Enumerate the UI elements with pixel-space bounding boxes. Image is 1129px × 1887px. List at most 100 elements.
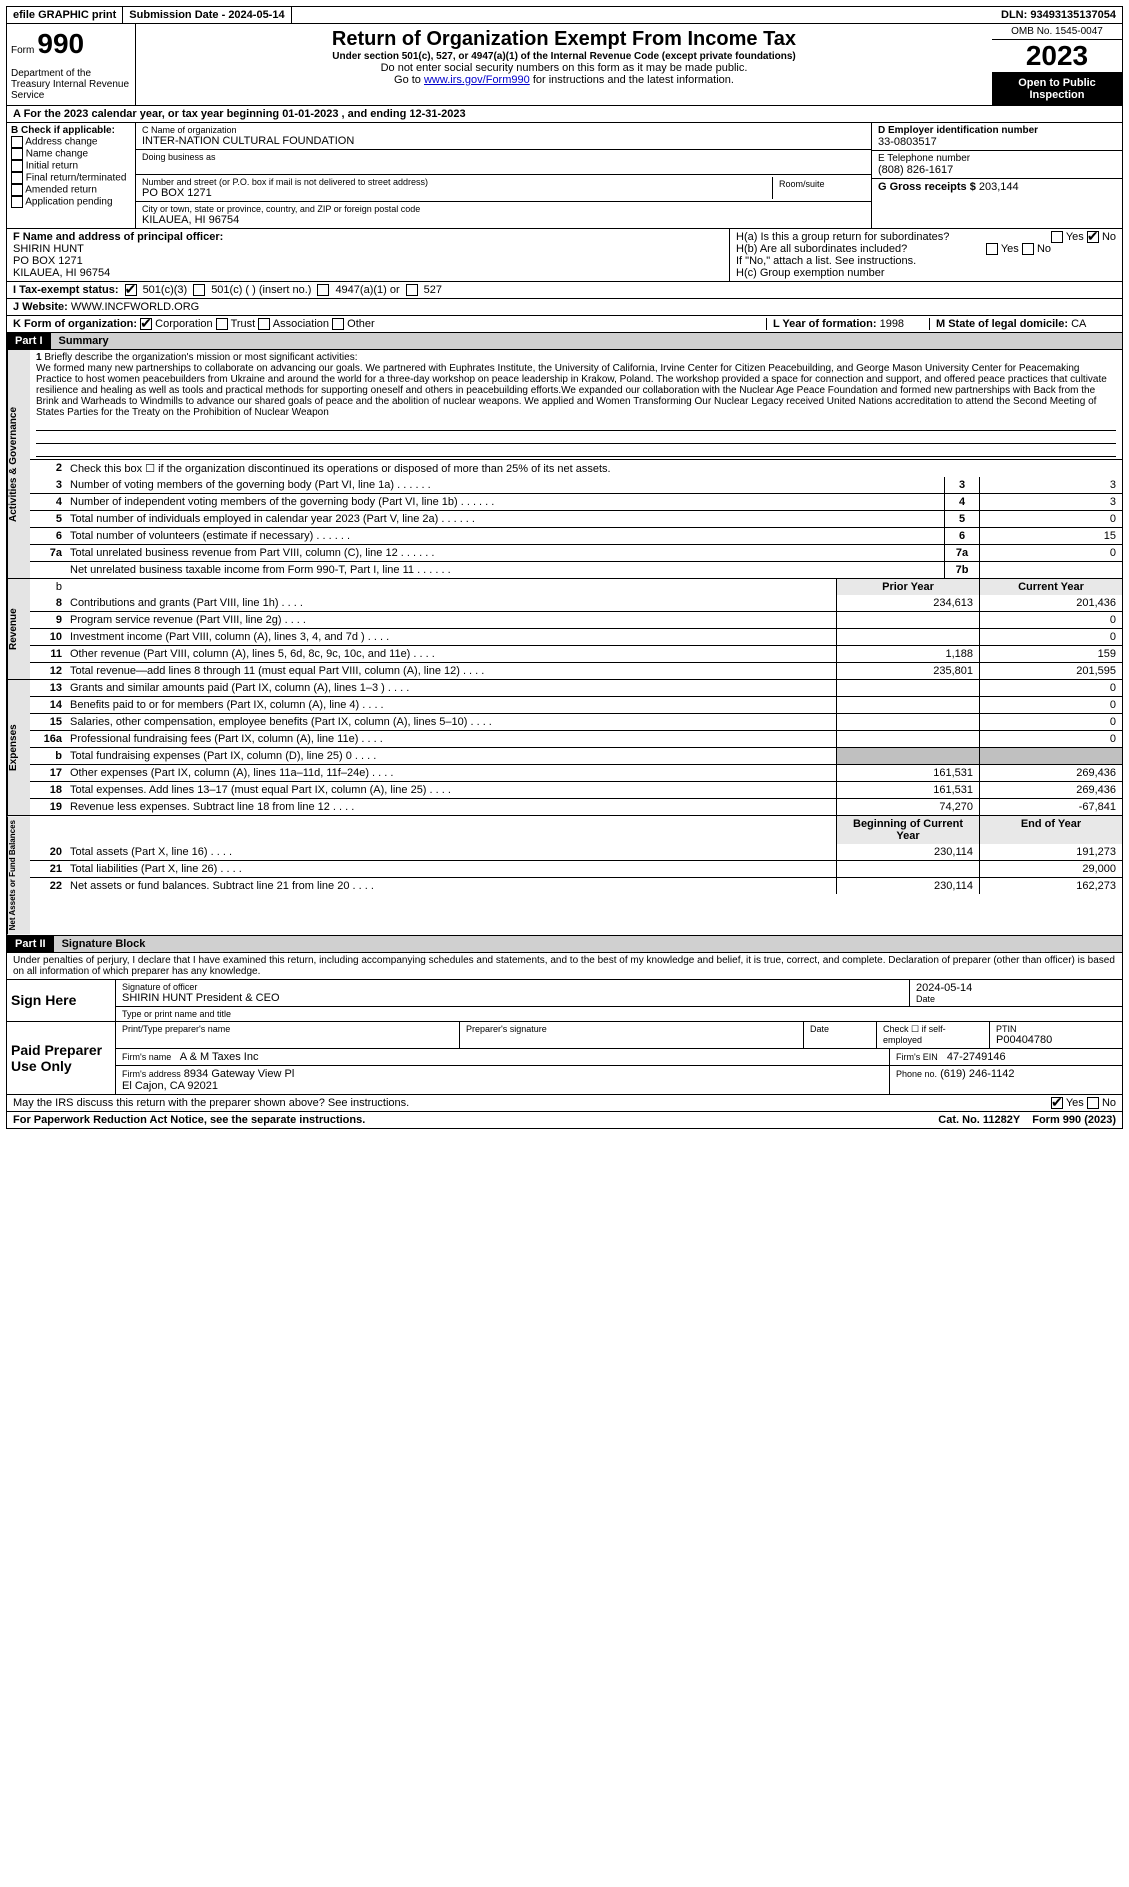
efile-label: efile GRAPHIC print xyxy=(7,7,123,23)
prep-sig-label: Preparer's signature xyxy=(460,1022,804,1048)
submission-date: Submission Date - 2024-05-14 xyxy=(123,7,291,23)
perjury-text: Under penalties of perjury, I declare th… xyxy=(7,953,1122,979)
beg-year-hdr: Beginning of Current Year xyxy=(836,816,979,844)
ptin: P00404780 xyxy=(996,1034,1116,1046)
table-row: 19Revenue less expenses. Subtract line 1… xyxy=(30,798,1122,815)
box-c: C Name of organization INTER-NATION CULT… xyxy=(136,123,871,228)
hb-yes-checkbox[interactable] xyxy=(986,243,998,255)
ha-no-checkbox[interactable] xyxy=(1087,231,1099,243)
part2-title: Signature Block xyxy=(54,936,1122,952)
527-checkbox[interactable] xyxy=(406,284,418,296)
hc-label: H(c) Group exemption number xyxy=(736,267,1116,279)
box-b-item: Address change xyxy=(11,136,131,148)
expenses-section: Expenses 13Grants and similar amounts pa… xyxy=(6,680,1123,816)
ha-yes-checkbox[interactable] xyxy=(1051,231,1063,243)
table-row: 18Total expenses. Add lines 13–17 (must … xyxy=(30,781,1122,798)
box-f: F Name and address of principal officer:… xyxy=(7,229,730,281)
officer-sig-name: SHIRIN HUNT President & CEO xyxy=(122,992,903,1004)
firm-name: A & M Taxes Inc xyxy=(180,1051,259,1063)
corp-checkbox[interactable] xyxy=(140,318,152,330)
sig-officer-label: Signature of officer xyxy=(122,982,903,992)
part1-bar: Part I Summary xyxy=(6,333,1123,350)
goto-suffix: for instructions and the latest informat… xyxy=(533,74,734,86)
discuss-label: May the IRS discuss this return with the… xyxy=(13,1097,409,1109)
box-b-item: Name change xyxy=(11,148,131,160)
j-label: J Website: xyxy=(13,301,68,313)
table-row: 12Total revenue—add lines 8 through 11 (… xyxy=(30,662,1122,679)
current-year-hdr: Current Year xyxy=(979,579,1122,595)
trust-checkbox[interactable] xyxy=(216,318,228,330)
box-b: B Check if applicable: Address change Na… xyxy=(7,123,136,228)
table-row: 21Total liabilities (Part X, line 26) . … xyxy=(30,860,1122,877)
block-bcd: B Check if applicable: Address change Na… xyxy=(6,123,1123,229)
box-b-item: Application pending xyxy=(11,196,131,208)
part2-header: Part II xyxy=(7,936,54,952)
form-number: 990 xyxy=(37,28,84,59)
table-row: 17Other expenses (Part IX, column (A), l… xyxy=(30,764,1122,781)
line2: Check this box ☐ if the organization dis… xyxy=(66,460,1122,477)
box-b-item: Initial return xyxy=(11,160,131,172)
assoc-checkbox[interactable] xyxy=(258,318,270,330)
signature-block: Under penalties of perjury, I declare th… xyxy=(6,953,1123,1112)
table-row: 14Benefits paid to or for members (Part … xyxy=(30,696,1122,713)
officer-addr2: KILAUEA, HI 96754 xyxy=(13,267,723,279)
revenue-label: Revenue xyxy=(7,579,30,679)
table-row: 7aTotal unrelated business revenue from … xyxy=(30,544,1122,561)
form-subtitle: Under section 501(c), 527, or 4947(a)(1)… xyxy=(144,51,984,62)
row-k: K Form of organization: Corporation Trus… xyxy=(6,316,1123,333)
netassets-label: Net Assets or Fund Balances xyxy=(7,816,30,934)
form-ref: Form 990 (2023) xyxy=(1026,1112,1122,1128)
domicile: CA xyxy=(1071,318,1086,330)
discuss-yes-checkbox[interactable] xyxy=(1051,1097,1063,1109)
city: KILAUEA, HI 96754 xyxy=(142,214,865,226)
box-b-item: Final return/terminated xyxy=(11,172,131,184)
4947-checkbox[interactable] xyxy=(317,284,329,296)
table-row: bTotal fundraising expenses (Part IX, co… xyxy=(30,747,1122,764)
phone: (808) 826-1617 xyxy=(878,164,1116,176)
cat-no: Cat. No. 11282Y xyxy=(932,1112,1026,1128)
netassets-section: Net Assets or Fund Balances Beginning of… xyxy=(6,816,1123,935)
box-b-label: B Check if applicable: xyxy=(11,125,131,136)
table-row: 3Number of voting members of the governi… xyxy=(30,477,1122,493)
part1-title: Summary xyxy=(51,333,1122,349)
street-label: Number and street (or P.O. box if mail i… xyxy=(142,177,772,187)
row-j: J Website: WWW.INCFWORLD.ORG xyxy=(6,299,1123,316)
table-row: 11Other revenue (Part VIII, column (A), … xyxy=(30,645,1122,662)
prior-year-hdr: Prior Year xyxy=(836,579,979,595)
type-label: Type or print name and title xyxy=(116,1007,1122,1021)
table-row: 5Total number of individuals employed in… xyxy=(30,510,1122,527)
expenses-label: Expenses xyxy=(7,680,30,815)
hb-label: H(b) Are all subordinates included? xyxy=(736,243,907,255)
discuss-no-checkbox[interactable] xyxy=(1087,1097,1099,1109)
firm-phone: (619) 246-1142 xyxy=(940,1068,1014,1080)
i-label: I Tax-exempt status: xyxy=(13,284,119,296)
m-label: M State of legal domicile: xyxy=(936,318,1068,330)
hb-no-checkbox[interactable] xyxy=(1022,243,1034,255)
revenue-section: Revenue bPrior YearCurrent Year 8Contrib… xyxy=(6,579,1123,680)
table-row: 9Program service revenue (Part VIII, lin… xyxy=(30,611,1122,628)
org-name: INTER-NATION CULTURAL FOUNDATION xyxy=(142,135,865,147)
dba-label: Doing business as xyxy=(142,152,865,162)
omb-number: OMB No. 1545-0047 xyxy=(992,24,1122,40)
website: WWW.INCFWORLD.ORG xyxy=(71,301,199,313)
block-fh: F Name and address of principal officer:… xyxy=(6,229,1123,282)
table-row: 15Salaries, other compensation, employee… xyxy=(30,713,1122,730)
501c3-checkbox[interactable] xyxy=(125,284,137,296)
irs-link[interactable]: www.irs.gov/Form990 xyxy=(424,74,530,86)
f-label: F Name and address of principal officer: xyxy=(13,231,723,243)
part1-header: Part I xyxy=(7,333,51,349)
part2-bar: Part II Signature Block xyxy=(6,936,1123,953)
table-row: 10Investment income (Part VIII, column (… xyxy=(30,628,1122,645)
form-prefix: Form xyxy=(11,45,34,56)
suite-label: Room/suite xyxy=(773,177,865,199)
ein-label: D Employer identification number xyxy=(878,125,1116,136)
end-year-hdr: End of Year xyxy=(979,816,1122,844)
501c-checkbox[interactable] xyxy=(193,284,205,296)
firm-addr: 8934 Gateway View Pl xyxy=(184,1068,294,1080)
box-deg: D Employer identification number 33-0803… xyxy=(871,123,1122,228)
table-row: 13Grants and similar amounts paid (Part … xyxy=(30,680,1122,696)
street: PO BOX 1271 xyxy=(142,187,772,199)
form-title: Return of Organization Exempt From Incom… xyxy=(144,28,984,51)
other-checkbox[interactable] xyxy=(332,318,344,330)
box-b-item: Amended return xyxy=(11,184,131,196)
